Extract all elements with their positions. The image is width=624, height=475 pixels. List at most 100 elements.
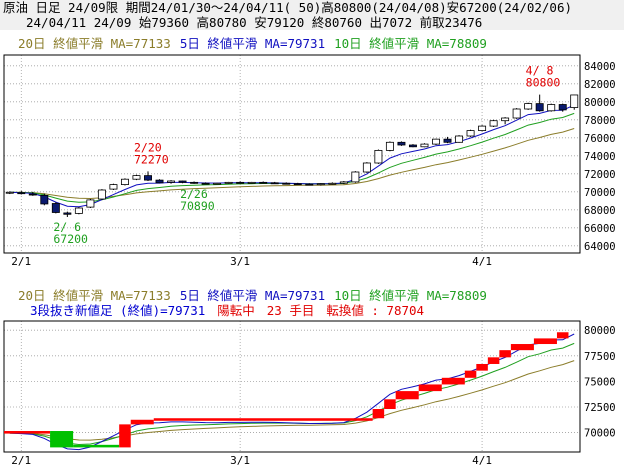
break-brick [510,344,534,351]
break-brick [73,444,120,448]
candle-body [397,141,406,146]
candle-body [40,194,49,205]
candlestick-panel: 20日 終値平滑 MA=77133 5日 終値平滑 MA=79731 10日 終値平… [3,36,616,268]
x-tick-label: 4/1 [472,255,492,268]
candle-body [109,184,118,190]
break-brick [556,332,569,339]
candle-body [5,191,14,194]
break-brick [395,391,419,400]
price-annotation: 67200 [53,232,88,246]
break-brick [384,399,396,410]
break-brick [4,431,51,434]
break-brick [441,377,465,385]
legend-item: 5日 終値平滑 MA=79731 [180,36,325,51]
break-brick [418,384,442,392]
price-annotation: 70890 [180,199,215,213]
x-tick-label: 4/1 [472,454,492,467]
candle-body [535,103,544,112]
legend-item: 5日 終値平滑 MA=79731 [180,288,325,303]
x-tick-label: 2/1 [11,454,31,467]
candle-body [478,125,487,131]
legend-item: 10日 終値平滑 MA=78809 [334,36,487,51]
candle-body [120,178,129,185]
candle-body [293,183,302,186]
break-brick [464,370,477,378]
candle-body [328,182,337,185]
y-tick-label: 66000 [584,223,616,235]
ma20-line [9,360,575,441]
candle-body [247,181,256,184]
y-tick-label: 72000 [584,169,616,181]
price-annotation: 72270 [134,152,169,166]
y-tick-label: 74000 [584,151,616,163]
break-brick [119,424,131,448]
candle-body [86,199,95,208]
break-brick [50,431,74,448]
x-tick-label: 3/1 [230,255,250,268]
plot-frame [3,54,581,254]
candle-body [51,203,60,213]
candle-body [489,120,498,127]
candle-body [524,103,533,110]
y-tick-label: 70000 [584,187,616,199]
candle-body [224,181,233,184]
candle-body [455,135,464,143]
price-annotation: 2/ 6 [53,220,81,234]
candle-body [362,162,371,173]
candle-body [144,175,152,181]
candle-body [305,183,314,186]
candle-body [385,141,394,151]
candle-body [501,117,510,122]
break-brick [130,419,154,425]
candle-body [282,182,291,185]
candle-body [408,144,417,148]
price-annotation: 2/20 [134,140,162,154]
candle-body [74,207,83,214]
candle-body [17,192,26,195]
plot-background [4,321,580,452]
break-brick [499,350,511,358]
y-tick-label: 84000 [584,61,616,73]
y-tick-label: 72500 [584,402,616,414]
y-tick-label: 70000 [584,428,616,440]
y-tick-label: 64000 [584,241,616,253]
break-brick [476,363,488,371]
break-brick [153,418,373,421]
y-tick-label: 80000 [584,97,616,109]
candle-body [167,180,176,183]
break-brick [372,409,385,419]
candle-body [213,182,222,185]
header-line-2: 24/04/11 24/09 始79360 高80780 安79120 終807… [0,15,624,30]
candle-body [339,181,348,184]
price-annotation: 80800 [526,76,561,90]
legend-item: 10日 終値平滑 MA=78809 [334,288,487,303]
y-tick-label: 75000 [584,376,616,388]
candle-body [97,189,106,200]
break-info-text: 転換値 : 78704 [326,303,424,318]
candle-body [201,182,210,185]
candle-body [466,130,475,137]
candle-body [351,171,360,183]
legend-item: 20日 終値平滑 MA=77133 [18,36,171,51]
candle-body [547,104,556,112]
break-info-text: 3段抜き新値足 (終値)=79731 [30,303,205,318]
candle-body [155,179,164,184]
candle-body [270,182,279,185]
y-tick-label: 76000 [584,133,616,145]
price-annotation: 4/ 8 [526,64,554,78]
candle-body [420,143,429,148]
candle-body [316,183,325,186]
header-line-1: 原油 日足 24/09限 期間24/01/30～24/04/11( 50)高80… [0,0,624,15]
break-brick [487,357,500,364]
candle-body [443,138,452,143]
y-tick-label: 77500 [584,351,616,363]
candle-body [374,149,383,164]
x-tick-label: 3/1 [230,454,250,467]
legend-item: 20日 終値平滑 MA=77133 [18,288,171,303]
three-line-break-panel: 20日 終値平滑 MA=77133 5日 終値平滑 MA=79731 10日 終値平… [3,288,616,467]
break-brick [533,338,557,345]
break-info-text: 23 手目 [267,303,315,318]
y-tick-label: 78000 [584,115,616,127]
candle-body [432,138,440,145]
candle-body [259,181,268,184]
